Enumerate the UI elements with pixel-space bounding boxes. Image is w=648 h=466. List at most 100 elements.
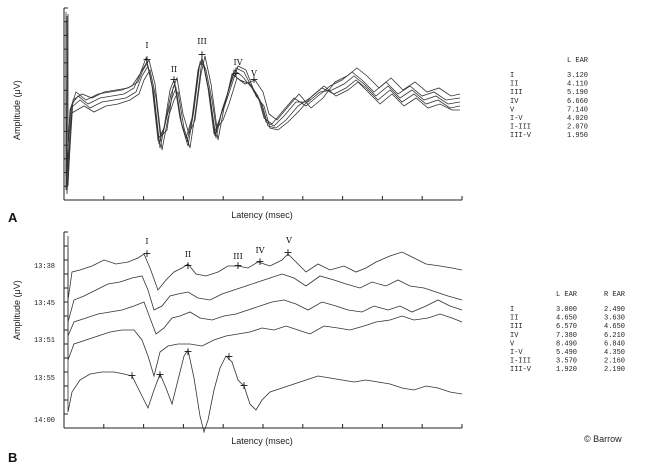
panel-a-ylabel: Amplitude (μV) xyxy=(12,80,22,140)
panel-b-trace-4 xyxy=(67,272,463,378)
panel-b-trace5-marker: + xyxy=(224,350,233,363)
panel-b-table-cell: 6.570 xyxy=(556,323,577,331)
panel-b-table-cell: 2.190 xyxy=(604,366,625,374)
panel-b-trace-time: 14:00 xyxy=(34,417,55,425)
panel-a-table-cell: I-V xyxy=(510,115,523,123)
panel-a-peak-label: IV xyxy=(234,58,243,67)
panel-b-table-cell: I-V xyxy=(510,349,523,357)
panel-b-trace5-marker: + xyxy=(127,369,136,382)
panel-b-trace5-marker: + xyxy=(155,368,164,381)
panel-a-peak-marker: + xyxy=(142,53,151,66)
panel-a-table-cell: 2.070 xyxy=(567,124,588,132)
panel-a-table-cell: 4.110 xyxy=(567,81,588,89)
panel-a-trace-5 xyxy=(65,26,460,177)
panel-b-table-cell: 3.630 xyxy=(604,315,625,323)
panel-b-table-cell: 4.350 xyxy=(604,349,625,357)
panel-b-table-cell: 3.570 xyxy=(556,358,577,366)
panel-a-table-cell: II xyxy=(510,81,518,89)
panel-b-axes xyxy=(63,231,463,429)
panel-b-peak-marker: + xyxy=(283,246,292,259)
panel-b-table-cell: 7.380 xyxy=(556,332,577,340)
panel-b-peak-marker: + xyxy=(233,259,242,272)
panel-a-trace-3 xyxy=(65,19,461,195)
panel-a-latency-table: L EAR I 3.120 II 4.110 III 5.190 IV 6.660 V 7.140 I… xyxy=(510,57,589,140)
panel-a-table-cell: V xyxy=(510,106,515,114)
panel-a-peak-marker: + xyxy=(231,67,240,80)
panel-b-peak-label: IV xyxy=(256,246,265,255)
panel-b-waveforms xyxy=(67,236,463,434)
panel-b-table-cell: 6.210 xyxy=(604,332,625,340)
panel-a-table-cell: IV xyxy=(510,98,519,106)
panel-a-table-cell: 7.140 xyxy=(567,106,588,114)
panel-b-trace-3 xyxy=(67,262,463,337)
panel-b-trace-time: 13:55 xyxy=(34,375,55,383)
panel-a-table-cell: 1.950 xyxy=(567,132,588,140)
panel-b: B Amplitude (μV) Latency (msec) 13:3813:… xyxy=(8,231,626,465)
credit-text: © Barrow xyxy=(584,434,622,444)
panel-b-trace-5 xyxy=(67,282,463,434)
panel-b-table-cell: II xyxy=(510,315,518,323)
panel-b-trace5-marker: + xyxy=(183,345,192,358)
panel-a-waveforms xyxy=(65,12,461,195)
panel-a-table-cell: 3.120 xyxy=(567,72,588,80)
panel-a-table-cell: I-III xyxy=(510,124,531,132)
panel-b-ylabel: Amplitude (μV) xyxy=(12,280,22,340)
panel-a-peak-marker: + xyxy=(249,73,258,86)
panel-b-peak-markers: + + + + + + + + + + xyxy=(127,246,292,392)
panel-b-table-cell: III xyxy=(510,323,523,331)
panel-b-table-cell: 2.490 xyxy=(604,306,625,314)
panel-a-peak-marker: + xyxy=(169,73,178,86)
panel-b-trace-2 xyxy=(67,248,463,323)
panel-b-table-header: R EAR xyxy=(604,291,626,299)
panel-b-table-cell: 8.490 xyxy=(556,340,577,348)
panel-a-peak-marker: + xyxy=(197,48,206,61)
panel-b-peak-label: V xyxy=(285,236,292,245)
panel-a-table-cell: III xyxy=(510,89,523,97)
panel-a-peak-label: II xyxy=(171,65,177,74)
panel-b-table-cell: 4.650 xyxy=(556,315,577,323)
panel-a-trace-4 xyxy=(66,15,461,181)
panel-b-peak-marker: + xyxy=(255,255,264,268)
panel-b-peak-label: III xyxy=(233,252,242,261)
panel-b-xlabel: Latency (msec) xyxy=(231,436,293,446)
panel-a-table-cell: III-V xyxy=(510,132,532,140)
panel-b-trace-time: 13:51 xyxy=(34,337,55,345)
panel-a-peak-label: III xyxy=(197,37,206,46)
panel-b-table-cell: 1.920 xyxy=(556,366,577,374)
panel-b-peak-label: II xyxy=(185,250,191,259)
panel-b-table-cell: 5.490 xyxy=(556,349,577,357)
panel-b-trace-1 xyxy=(67,236,463,301)
panel-a-peak-markers: + + + + + xyxy=(142,48,258,86)
panel-b-letter: B xyxy=(8,450,17,465)
panel-a-table-header: L EAR xyxy=(567,57,589,65)
panel-b-table-cell: IV xyxy=(510,332,519,340)
panel-a-peak-label: I xyxy=(145,41,148,50)
panel-b-table-cell: 2.160 xyxy=(604,358,625,366)
panel-a-table-cell: I xyxy=(510,72,514,80)
panel-b-peak-label: I xyxy=(145,237,148,246)
panel-b-table-cell: 4.650 xyxy=(604,323,625,331)
panel-b-trace5-marker: + xyxy=(239,379,248,392)
panel-b-table-cell: I-III xyxy=(510,358,531,366)
panel-b-table-header: L EAR xyxy=(556,291,578,299)
panel-b-trace-time: 13:38 xyxy=(34,263,55,271)
panel-b-peak-marker: + xyxy=(142,247,151,260)
panel-b-table-cell: V xyxy=(510,340,515,348)
panel-a-xlabel: Latency (msec) xyxy=(231,210,293,220)
panel-b-table-cell: III-V xyxy=(510,366,532,374)
panel-a-peak-label: V xyxy=(250,69,257,78)
panel-b-trace-times: 13:38 13:45 13:51 13:55 14:00 xyxy=(34,263,55,425)
panel-b-peak-marker: + xyxy=(183,259,192,272)
panel-a: A Amplitude (μV) Latency (msec) ++++ + II… xyxy=(8,7,589,225)
panel-a-table-cell: 4.020 xyxy=(567,115,588,123)
panel-a-letter: A xyxy=(8,210,18,225)
panel-a-trace-2 xyxy=(67,14,461,187)
panel-b-trace-time: 13:45 xyxy=(34,300,55,308)
panel-b-table-cell: 6.840 xyxy=(604,340,625,348)
panel-b-table-cell: I xyxy=(510,306,514,314)
panel-a-table-cell: 6.660 xyxy=(567,98,588,106)
